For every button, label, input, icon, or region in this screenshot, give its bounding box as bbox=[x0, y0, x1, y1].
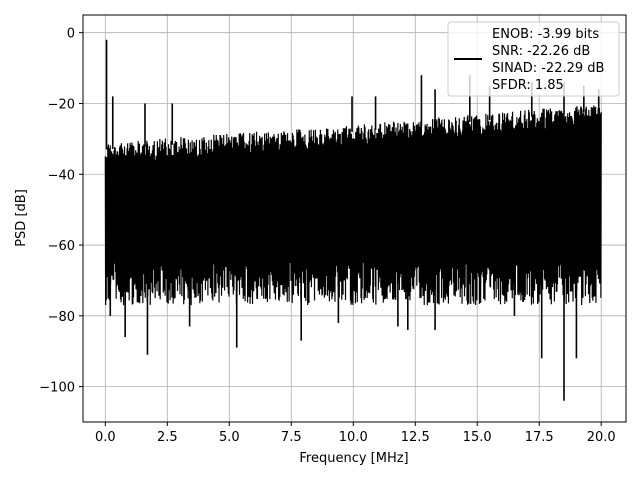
y-tick-label: −40 bbox=[48, 168, 75, 183]
y-tick-label: −20 bbox=[48, 97, 75, 112]
y-axis-label: PSD [dB] bbox=[14, 189, 29, 247]
x-tick-label: 17.5 bbox=[525, 430, 554, 445]
legend-snr: SNR: -22.26 dB bbox=[492, 44, 590, 59]
y-tick-label: −60 bbox=[48, 239, 75, 254]
x-tick-label: 15.0 bbox=[463, 430, 492, 445]
y-tick-label: −100 bbox=[39, 381, 75, 396]
x-tick-label: 12.5 bbox=[401, 430, 430, 445]
y-tick-label: 0 bbox=[67, 27, 75, 42]
legend-box bbox=[447, 21, 620, 97]
legend-sinad: SINAD: -22.29 dB bbox=[492, 61, 604, 76]
x-tick-label: 2.5 bbox=[157, 430, 178, 445]
x-tick-label: 10.0 bbox=[339, 430, 368, 445]
x-tick-label: 0.0 bbox=[95, 430, 116, 445]
y-tick-label: −80 bbox=[48, 310, 75, 325]
plot-area bbox=[104, 39, 602, 401]
psd-series-line bbox=[104, 104, 602, 306]
axes-frame bbox=[82, 14, 627, 423]
legend-sfdr: SFDR: 1.85 bbox=[492, 78, 564, 93]
x-tick-label: 20.0 bbox=[587, 430, 616, 445]
legend: ENOB: -3.99 bits SNR: -22.26 dB SINAD: -… bbox=[447, 21, 620, 97]
legend-enob: ENOB: -3.99 bits bbox=[492, 27, 599, 42]
x-axis-ticks: 0.0 2.5 5.0 7.5 10.0 12.5 15.0 17.5 20.0 bbox=[95, 422, 616, 445]
x-tick-label: 7.5 bbox=[281, 430, 302, 445]
y-axis-ticks: 0 −20 −40 −60 −80 −100 bbox=[39, 27, 83, 396]
x-axis-label: Frequency [MHz] bbox=[299, 451, 408, 466]
x-tick-label: 5.0 bbox=[219, 430, 240, 445]
